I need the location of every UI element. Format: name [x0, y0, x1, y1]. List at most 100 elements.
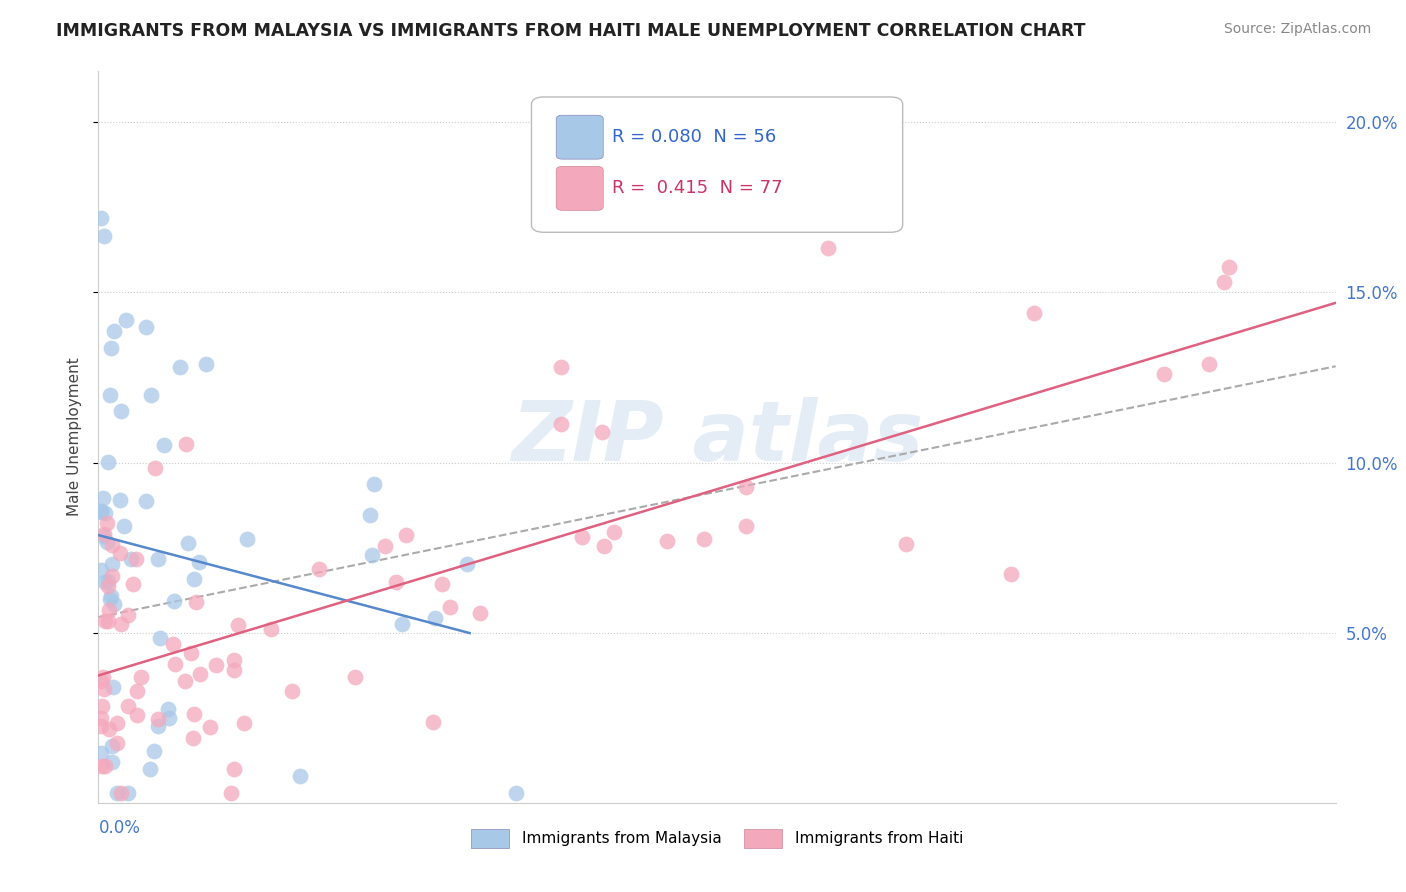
Point — [344, 670, 367, 684]
Point — [550, 417, 572, 431]
Point — [183, 572, 205, 586]
Point — [374, 539, 396, 553]
Point — [1000, 567, 1022, 582]
Point — [153, 438, 176, 452]
Point — [110, 492, 132, 507]
Point — [162, 637, 184, 651]
Point — [228, 617, 250, 632]
Point — [817, 241, 839, 255]
Point — [157, 711, 180, 725]
Point — [188, 555, 211, 569]
Point — [110, 786, 132, 800]
Point — [425, 611, 447, 625]
Point — [174, 437, 197, 451]
Point — [603, 525, 626, 540]
Point — [183, 706, 205, 721]
FancyBboxPatch shape — [557, 167, 603, 211]
Point — [439, 600, 461, 615]
Point — [308, 562, 330, 576]
Point — [169, 360, 191, 375]
Point — [117, 608, 139, 623]
Point — [97, 574, 120, 588]
Point — [456, 557, 478, 571]
Point — [101, 755, 124, 769]
Point — [91, 491, 114, 505]
Point — [105, 736, 128, 750]
Point — [129, 670, 152, 684]
Point — [391, 617, 413, 632]
Point — [122, 577, 145, 591]
Point — [143, 461, 166, 475]
Point — [1024, 306, 1046, 320]
Point — [222, 762, 245, 776]
Point — [1213, 275, 1236, 289]
Point — [96, 535, 118, 549]
Point — [98, 388, 121, 402]
Point — [94, 614, 117, 628]
Point — [1153, 368, 1175, 382]
Y-axis label: Male Unemployment: Male Unemployment — [67, 358, 83, 516]
Point — [395, 528, 418, 542]
Point — [359, 508, 381, 522]
Point — [385, 575, 408, 590]
Point — [117, 786, 139, 800]
Point — [219, 786, 242, 800]
Text: R = 0.080  N = 56: R = 0.080 N = 56 — [612, 128, 776, 146]
Point — [592, 539, 614, 553]
Point — [107, 716, 129, 731]
Point — [94, 506, 117, 520]
Point — [135, 493, 157, 508]
Point — [115, 312, 138, 326]
Point — [149, 632, 172, 646]
Point — [222, 663, 245, 677]
Point — [224, 653, 246, 667]
Point — [1198, 357, 1220, 371]
FancyBboxPatch shape — [531, 97, 903, 232]
Point — [259, 622, 281, 636]
Point — [96, 579, 118, 593]
Point — [693, 532, 716, 546]
Point — [103, 324, 125, 338]
Point — [110, 404, 132, 418]
Point — [734, 519, 756, 533]
Text: R =  0.415  N = 77: R = 0.415 N = 77 — [612, 179, 783, 197]
Point — [97, 455, 120, 469]
Point — [98, 603, 121, 617]
Point — [100, 589, 122, 603]
Point — [139, 762, 162, 776]
Point — [290, 768, 312, 782]
Point — [468, 606, 491, 620]
Point — [90, 563, 112, 577]
Point — [361, 548, 384, 562]
Text: IMMIGRANTS FROM MALAYSIA VS IMMIGRANTS FROM HAITI MALE UNEMPLOYMENT CORRELATION : IMMIGRANTS FROM MALAYSIA VS IMMIGRANTS F… — [56, 22, 1085, 40]
Point — [90, 746, 112, 760]
Point — [141, 387, 163, 401]
Point — [232, 716, 254, 731]
Point — [117, 699, 139, 714]
Point — [163, 594, 186, 608]
Legend: Immigrants from Malaysia, Immigrants from Haiti: Immigrants from Malaysia, Immigrants fro… — [465, 822, 969, 854]
Point — [98, 723, 121, 737]
Point — [90, 711, 112, 725]
Point — [103, 597, 125, 611]
Point — [101, 558, 124, 572]
Point — [422, 715, 444, 730]
Point — [90, 699, 112, 714]
Point — [195, 357, 218, 371]
Point — [363, 477, 385, 491]
Point — [101, 538, 124, 552]
Point — [177, 536, 200, 550]
Point — [112, 519, 135, 533]
Point — [125, 552, 148, 566]
Point — [125, 707, 148, 722]
Point — [181, 731, 204, 745]
Point — [96, 516, 118, 530]
Point — [146, 712, 169, 726]
FancyBboxPatch shape — [557, 115, 603, 159]
Point — [100, 341, 122, 355]
Point — [896, 537, 918, 551]
Point — [571, 530, 593, 544]
Point — [430, 577, 453, 591]
Point — [505, 786, 527, 800]
Point — [105, 786, 128, 800]
